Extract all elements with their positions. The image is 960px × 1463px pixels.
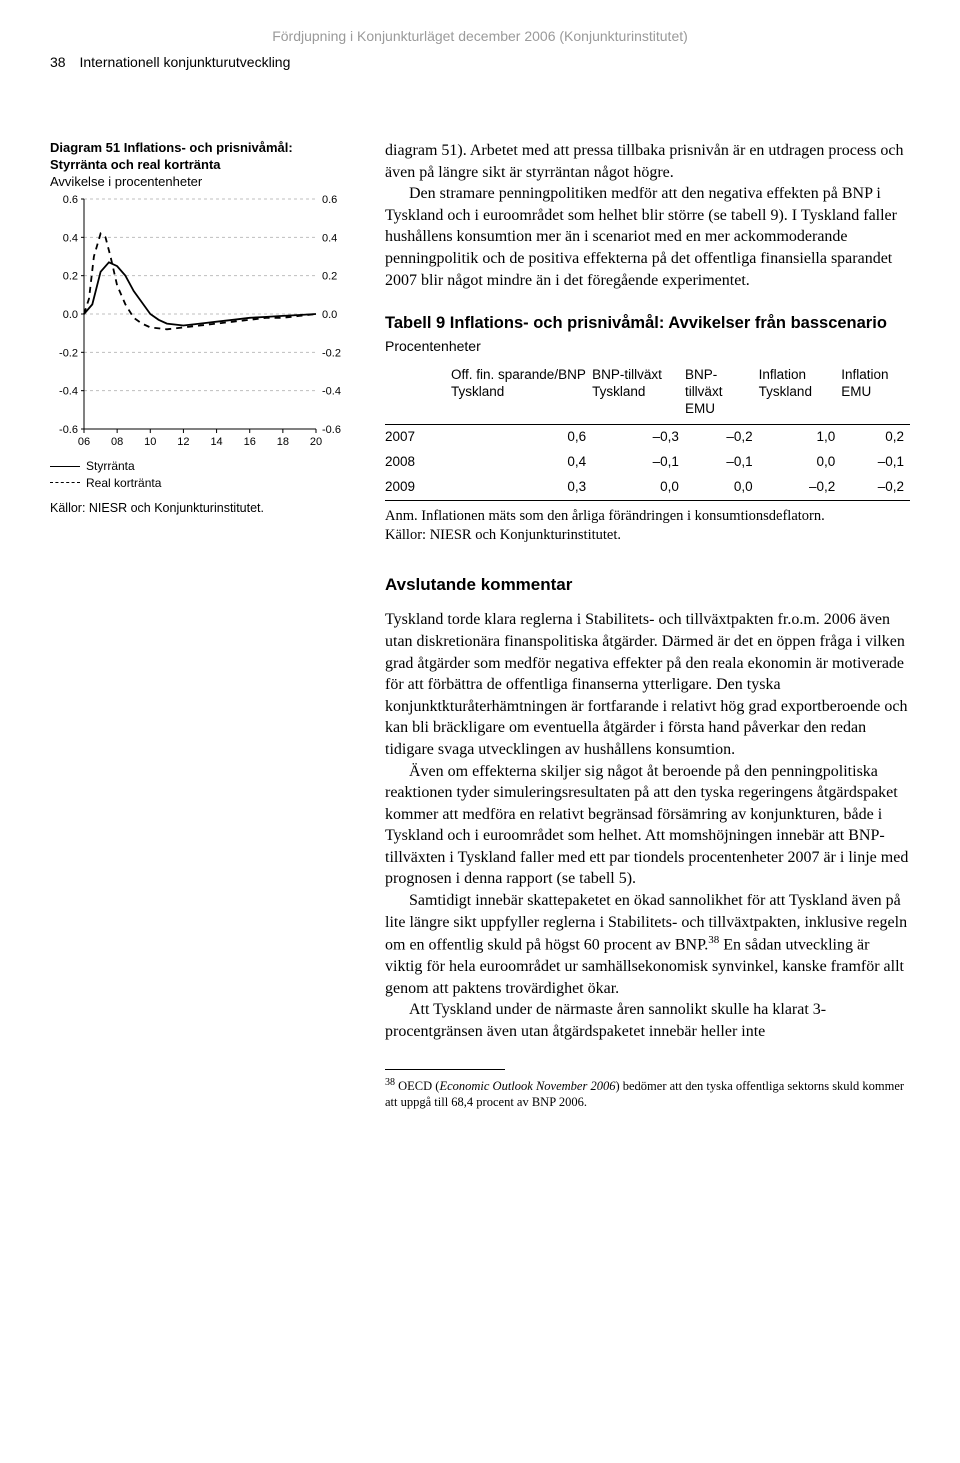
table-cell: 2008: [385, 450, 451, 475]
diagram-sources: Källor: NIESR och Konjunkturinstitutet.: [50, 501, 355, 515]
svg-text:0.0: 0.0: [322, 309, 337, 321]
table-cell: 2009: [385, 475, 451, 500]
svg-text:-0.6: -0.6: [59, 424, 78, 436]
body-p4: Att Tyskland under de närmaste åren sann…: [385, 999, 910, 1042]
svg-text:0.2: 0.2: [63, 270, 78, 282]
table-cell: –0,1: [685, 450, 759, 475]
footnote-38: 38 OECD (Economic Outlook November 2006)…: [385, 1076, 910, 1111]
table-9-body: 20070,6–0,3–0,21,00,220080,4–0,1–0,10,0–…: [385, 425, 910, 501]
table-cell: –0,1: [841, 450, 910, 475]
table-cell: 0,0: [592, 475, 685, 500]
svg-text:20: 20: [310, 436, 322, 448]
svg-text:-0.4: -0.4: [322, 385, 341, 397]
svg-text:06: 06: [78, 436, 90, 448]
table-cell: –0,1: [592, 450, 685, 475]
running-head-title: Internationell konjunkturutveckling: [79, 54, 290, 70]
svg-text:14: 14: [210, 436, 222, 448]
table-9: Off. fin. sparande/BNP Tyskland BNP-till…: [385, 363, 910, 500]
legend-line-solid-icon: [50, 466, 80, 467]
svg-text:-0.4: -0.4: [59, 385, 78, 397]
svg-text:16: 16: [244, 436, 256, 448]
section-heading: Avslutande kommentar: [385, 574, 910, 597]
body-p2: Även om effekterna skiljer sig något åt …: [385, 761, 910, 891]
diagram-chart: -0.6 -0.4 -0.2 0.0 0.2 0.4 0.6 -0.6 -0.4 -0.2 0.0 0…: [50, 193, 350, 453]
footnote-ref-38: 38: [708, 934, 719, 946]
body-p3: Samtidigt innebär skattepaketet en ökad …: [385, 890, 910, 999]
th-5: Inflation EMU: [841, 363, 910, 424]
para-2: Den stramare penningpolitiken medför att…: [385, 183, 910, 291]
table-row: 20080,4–0,1–0,10,0–0,1: [385, 450, 910, 475]
table-row: 20070,6–0,3–0,21,00,2: [385, 425, 910, 450]
table-9-subtitle: Procentenheter: [385, 337, 910, 356]
diagram-caption: Diagram 51 Inflations- och prisnivåmål: …: [50, 140, 355, 174]
legend-item-solid: Styrränta: [50, 458, 355, 475]
page-number: 38: [50, 54, 66, 70]
svg-text:-0.6: -0.6: [322, 424, 341, 436]
th-1: Off. fin. sparande/BNP Tyskland: [451, 363, 592, 424]
th-2: BNP-tillväxt Tyskland: [592, 363, 685, 424]
legend-label-2: Real kortränta: [86, 475, 161, 492]
table-row: 20090,30,00,0–0,2–0,2: [385, 475, 910, 500]
table-cell: 0,2: [841, 425, 910, 450]
table-9-note: Anm. Inflationen mäts som den årliga för…: [385, 507, 910, 545]
svg-text:10: 10: [144, 436, 156, 448]
legend-item-dash: Real kortränta: [50, 475, 355, 492]
diagram-51: Diagram 51 Inflations- och prisnivåmål: …: [50, 140, 355, 515]
table-cell: –0,3: [592, 425, 685, 450]
legend-line-dash-icon: [50, 482, 80, 483]
page: Fördjupning i Konjunkturläget december 2…: [0, 0, 960, 1463]
table-9-note1: Anm. Inflationen mäts som den årliga för…: [385, 508, 825, 524]
svg-text:0.2: 0.2: [322, 270, 337, 282]
body-p1: Tyskland torde klara reglerna i Stabilit…: [385, 609, 910, 760]
svg-text:0.6: 0.6: [63, 194, 78, 206]
svg-text:0.6: 0.6: [322, 194, 337, 206]
running-head: 38 Internationell konjunkturutveckling: [50, 54, 910, 70]
diagram-caption-l1: Diagram 51 Inflations- och prisnivåmål:: [50, 140, 293, 155]
diagram-caption-l2: Styrränta och real kortränta: [50, 157, 221, 172]
table-cell: 0,6: [451, 425, 592, 450]
footnote-rule: [385, 1069, 505, 1070]
para-1: diagram 51). Arbetet med att pressa till…: [385, 140, 910, 183]
svg-text:-0.2: -0.2: [322, 347, 341, 359]
diagram-legend: Styrränta Real kortränta: [50, 458, 355, 492]
table-cell: 0,3: [451, 475, 592, 500]
table-9-head: Off. fin. sparande/BNP Tyskland BNP-till…: [385, 363, 910, 424]
table-cell: 0,0: [685, 475, 759, 500]
table-cell: 2007: [385, 425, 451, 450]
table-9-note2: Källor: NIESR och Konjunkturinstitutet.: [385, 527, 621, 543]
table-9-title: Tabell 9 Inflations- och prisnivåmål: Av…: [385, 313, 910, 334]
top-banner: Fördjupning i Konjunkturläget december 2…: [50, 28, 910, 44]
svg-text:0.4: 0.4: [322, 232, 337, 244]
svg-text:0.0: 0.0: [63, 309, 78, 321]
table-cell: 1,0: [759, 425, 842, 450]
footnote-text-a: OECD (: [398, 1079, 439, 1093]
table-cell: –0,2: [759, 475, 842, 500]
svg-text:0.4: 0.4: [63, 232, 78, 244]
th-3: BNP-tillväxt EMU: [685, 363, 759, 424]
svg-text:-0.2: -0.2: [59, 347, 78, 359]
legend-label-1: Styrränta: [86, 458, 135, 475]
svg-text:18: 18: [277, 436, 289, 448]
th-4: Inflation Tyskland: [759, 363, 842, 424]
th-0: [385, 363, 451, 424]
diagram-subcaption: Avvikelse i procentenheter: [50, 174, 355, 189]
svg-text:08: 08: [111, 436, 123, 448]
table-cell: –0,2: [841, 475, 910, 500]
svg-text:12: 12: [177, 436, 189, 448]
right-column: diagram 51). Arbetet med att pressa till…: [385, 140, 910, 1110]
left-column: Diagram 51 Inflations- och prisnivåmål: …: [50, 140, 355, 529]
footnote-text-italic: Economic Outlook November 2006: [439, 1079, 615, 1093]
table-cell: –0,2: [685, 425, 759, 450]
table-cell: 0,0: [759, 450, 842, 475]
footnote-num: 38: [385, 1077, 395, 1088]
table-cell: 0,4: [451, 450, 592, 475]
